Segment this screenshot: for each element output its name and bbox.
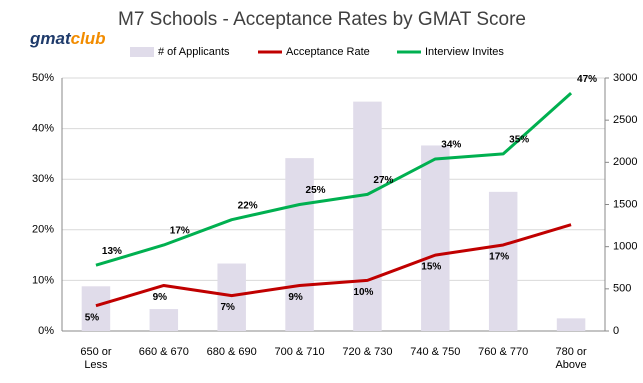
y-tick-label: 40% <box>32 123 54 135</box>
logo-left: gmat <box>29 29 72 48</box>
x-tick-label: 660 & 670 <box>138 346 189 358</box>
line <box>95 92 573 267</box>
legend-swatch <box>130 47 154 57</box>
y2-tick-label: 1000 <box>613 241 637 253</box>
logo-right: club <box>71 29 106 48</box>
x-tick-label: 680 & 690 <box>206 346 257 358</box>
data-label: 10% <box>353 287 373 298</box>
y-tick-label: 20% <box>32 224 54 236</box>
bar <box>217 263 246 331</box>
data-label: 34% <box>441 140 461 151</box>
data-label: 22% <box>238 200 258 211</box>
bar <box>488 191 518 331</box>
x-tick-label: 720 & 730 <box>342 346 393 358</box>
data-label: 27% <box>373 175 393 186</box>
x-tick-label: 760 & 770 <box>478 346 529 358</box>
data-label: 9% <box>153 292 168 303</box>
bar <box>285 158 314 331</box>
x-tick-label: 740 & 750 <box>410 346 461 358</box>
logo: gmatclub <box>29 29 106 48</box>
y2-tick-label: 2500 <box>613 114 637 126</box>
data-label: 5% <box>85 312 100 323</box>
y-tick-label: 30% <box>32 173 54 185</box>
y2-tick-label: 0 <box>613 325 619 337</box>
x-tick-label: 650 or Less <box>80 346 112 371</box>
y-tick-label: 10% <box>32 274 54 286</box>
chart-title: M7 Schools - Acceptance Rates by GMAT Sc… <box>118 9 526 30</box>
y2-tick-label: 3000 <box>613 72 637 84</box>
y-tick-label: 50% <box>32 72 54 84</box>
bar <box>421 145 450 331</box>
data-label: 25% <box>306 185 326 196</box>
y2-tick-label: 500 <box>613 283 631 295</box>
data-label: 47% <box>577 74 597 85</box>
data-label: 35% <box>509 135 529 146</box>
data-label: 13% <box>102 246 122 257</box>
legend-label: Acceptance Rate <box>286 46 370 58</box>
data-label: 17% <box>489 252 509 263</box>
bar <box>556 318 586 331</box>
legend-label: # of Applicants <box>158 46 230 58</box>
data-label: 7% <box>220 302 235 313</box>
bar <box>149 309 179 331</box>
data-label: 9% <box>288 292 303 303</box>
legend-label: Interview Invites <box>425 46 504 58</box>
y2-tick-label: 1500 <box>613 198 637 210</box>
y2-tick-label: 2000 <box>613 156 637 168</box>
y-tick-label: 0% <box>38 325 54 337</box>
data-label: 15% <box>421 262 441 273</box>
x-tick-label: 780 or Above <box>555 346 587 371</box>
bar <box>81 286 111 331</box>
bar <box>353 101 382 331</box>
x-tick-label: 700 & 710 <box>274 346 325 358</box>
data-label: 17% <box>170 226 190 237</box>
line <box>95 223 572 308</box>
